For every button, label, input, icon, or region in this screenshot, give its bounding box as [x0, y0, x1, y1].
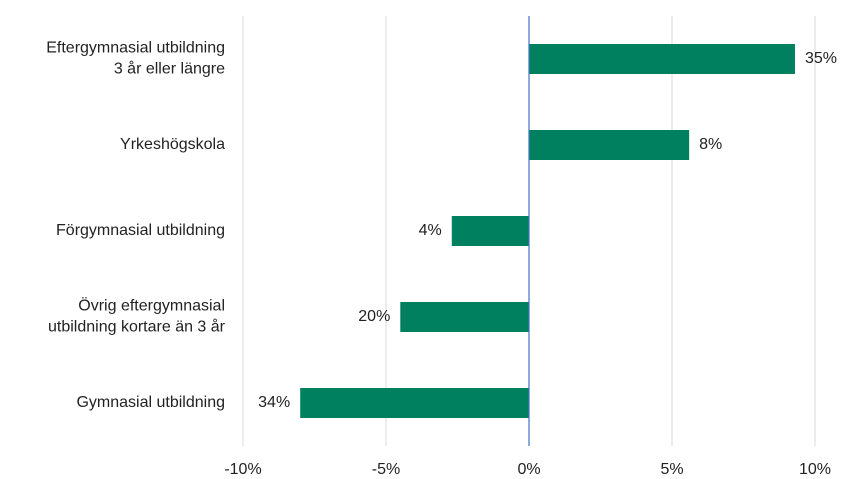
x-tick-label: -5% — [372, 461, 400, 478]
bar — [451, 216, 529, 246]
y-tick-label: Gymnasial utbildning — [76, 394, 225, 411]
data-label: 35% — [805, 50, 837, 67]
y-tick-label: Eftergymnasial utbildning — [46, 40, 225, 57]
y-tick-label: Övrig eftergymnasial — [78, 297, 225, 315]
data-label: 20% — [358, 308, 390, 325]
data-label: 34% — [258, 394, 290, 411]
bar — [400, 302, 529, 332]
bar — [300, 388, 529, 418]
x-tick-label: 5% — [660, 461, 683, 478]
x-tick-label: -10% — [224, 461, 261, 478]
bar — [529, 44, 795, 74]
y-tick-label: 3 år eller längre — [114, 60, 225, 78]
x-tick-label: 0% — [517, 461, 540, 478]
x-tick-label: 10% — [799, 461, 831, 478]
data-label: 8% — [699, 136, 722, 153]
bar — [529, 130, 690, 160]
y-tick-label: utbildning kortare än 3 år — [48, 318, 226, 336]
y-tick-label: Yrkeshögskola — [120, 136, 225, 153]
data-label: 4% — [419, 222, 442, 239]
y-tick-label: Förgymnasial utbildning — [56, 222, 225, 239]
